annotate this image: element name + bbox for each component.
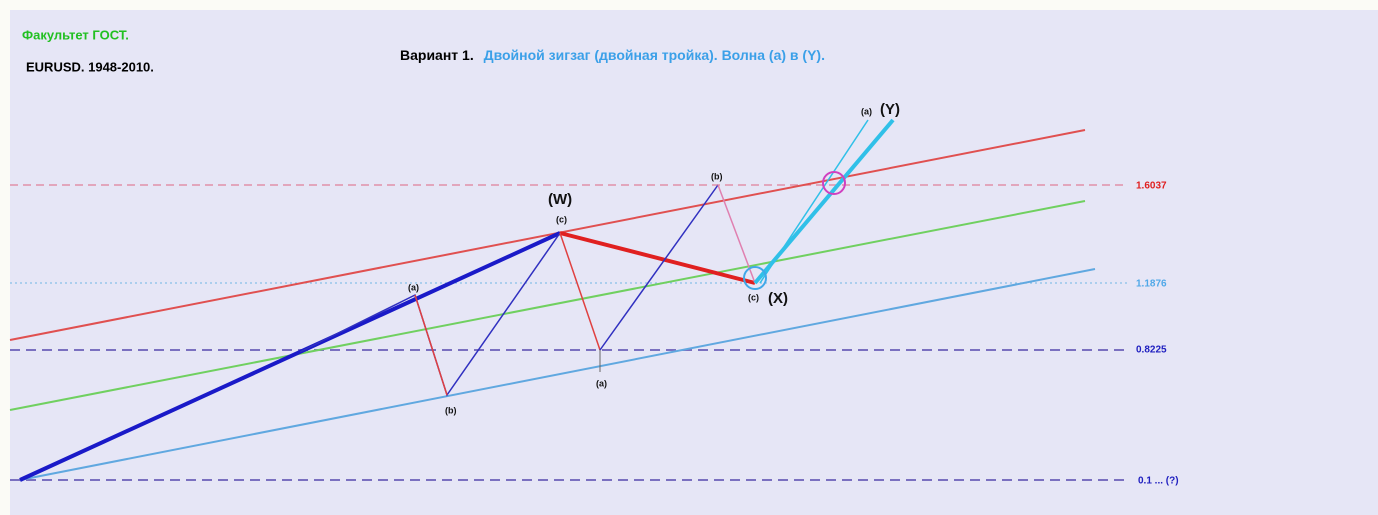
level-label: 0.8225 xyxy=(1136,345,1167,356)
wave-label: (a) xyxy=(861,106,872,116)
level-label: 1.1876 xyxy=(1136,279,1167,290)
wave-label: (X) xyxy=(768,290,788,307)
wave-label: (b) xyxy=(445,405,457,415)
faculty: Факультет ГОСТ. xyxy=(22,27,129,42)
marker-circle xyxy=(743,266,767,290)
wave-label: (b) xyxy=(711,171,723,181)
level-label: 0.1 ... (?) xyxy=(1138,476,1179,487)
channel-line xyxy=(19,268,1096,481)
wave-y-sub xyxy=(759,119,869,284)
wave-a xyxy=(559,232,601,351)
channel-line xyxy=(9,129,1086,341)
wave-c xyxy=(717,184,756,284)
marker-circle xyxy=(822,171,846,195)
level-label: 1.6037 xyxy=(1136,181,1167,192)
wave-b xyxy=(414,294,448,396)
wave-label: (c) xyxy=(748,292,759,302)
channel-line xyxy=(9,200,1086,411)
wave-label: (a) xyxy=(596,378,607,388)
wave-x xyxy=(559,231,756,285)
wave-b xyxy=(599,184,719,351)
title-variant: Вариант 1. xyxy=(400,47,474,63)
instrument: EURUSD. 1948-2010. xyxy=(26,59,154,74)
wave-label: (W) xyxy=(548,191,572,208)
title: Вариант 1. Двойной зигзаг (двойная тройк… xyxy=(400,47,825,63)
plot-background xyxy=(10,10,1378,515)
wave-label: (Y) xyxy=(880,101,900,118)
wave-label: (a) xyxy=(408,282,419,292)
wave-w xyxy=(19,231,561,482)
wave-label: (c) xyxy=(556,214,567,224)
title-description: Двойной зигзаг (двойная тройка). Волна (… xyxy=(484,47,825,63)
